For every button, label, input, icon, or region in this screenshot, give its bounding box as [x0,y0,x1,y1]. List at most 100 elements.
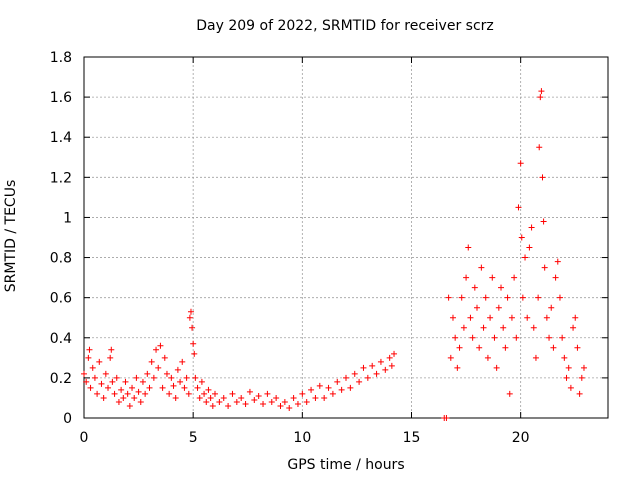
data-point [281,398,288,405]
data-point [469,334,476,341]
data-point [537,94,544,101]
x-tick-label: 20 [512,430,530,446]
data-point [155,364,162,371]
data-point [238,394,245,401]
data-point [186,314,193,321]
data-point [539,174,546,181]
data-point [86,346,93,353]
data-point [273,394,280,401]
data-point [532,354,539,361]
data-point [576,390,583,397]
data-point [170,382,177,389]
data-point [135,388,142,395]
data-point [107,354,114,361]
data-point [518,234,525,241]
data-point [574,344,581,351]
data-point [373,370,380,377]
data-point [131,394,138,401]
data-point [511,274,518,281]
data-point [81,370,87,377]
data-point [550,344,557,351]
data-point [504,294,511,301]
data-point [122,378,129,385]
data-point [454,364,461,371]
data-point [456,344,463,351]
data-point [168,374,175,381]
data-point [536,144,543,151]
data-point [113,374,120,381]
data-point [351,370,358,377]
data-point [467,314,474,321]
data-point [489,274,496,281]
data-point [242,400,249,407]
data-point [220,394,227,401]
data-point [174,366,181,373]
x-tick-label: 10 [293,430,311,446]
data-point [179,358,186,365]
data-point [316,382,323,389]
data-point [580,364,587,371]
data-point [192,374,199,381]
data-point [559,334,566,341]
data-point [203,398,210,405]
data-point [535,294,542,301]
data-point [126,402,133,409]
data-point [561,354,568,361]
data-point [201,390,208,397]
data-point [329,390,336,397]
data-point [565,364,572,371]
data-point [159,384,166,391]
data-point [277,402,284,409]
x-tick-label: 5 [189,430,198,446]
data-point [508,314,515,321]
y-tick-label: 1.6 [50,90,72,106]
data-point [522,254,529,261]
chart-title: Day 209 of 2022, SRMTID for receiver scr… [196,18,494,34]
data-point [89,364,96,371]
data-point [377,358,384,365]
data-point [189,324,196,331]
data-point [458,294,465,301]
data-point [129,384,136,391]
data-point [187,308,194,315]
data-point [142,390,149,397]
data-point [500,324,507,331]
data-point [207,394,214,401]
data-point [517,160,524,167]
data-point [246,388,253,395]
data-point [233,398,240,405]
data-point [255,392,262,399]
data-point [567,384,574,391]
data-point [463,274,470,281]
data-point [570,324,577,331]
data-point [260,400,267,407]
data-point [519,294,526,301]
data-point [98,380,105,387]
data-point [502,344,509,351]
data-point [124,390,131,397]
data-point [334,378,341,385]
data-point [163,370,170,377]
data-point [482,294,489,301]
data-point [102,370,109,377]
data-point [83,378,90,385]
data-point [369,362,376,369]
data-point [94,390,101,397]
grid-lines [84,57,608,418]
data-point [308,386,315,393]
data-point [153,346,160,353]
data-point [391,350,398,357]
data-point [572,314,579,321]
data-point [445,294,452,301]
y-tick-label: 0.6 [50,291,72,307]
data-point [299,390,306,397]
data-point [198,378,205,385]
data-point [225,402,232,409]
data-point [554,258,561,265]
data-point [443,415,450,421]
data-point [526,244,533,251]
data-point [166,390,173,397]
data-point [382,366,389,373]
data-point [294,400,301,407]
data-point [183,374,190,381]
